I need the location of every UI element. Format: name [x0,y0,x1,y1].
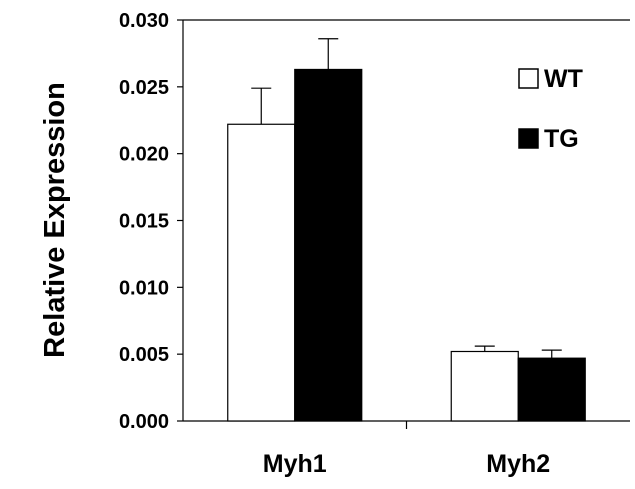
y-tick-label: 0.030 [119,10,169,32]
bar-wt-myh1 [227,123,296,422]
y-tick-label: 0.015 [119,211,169,233]
y-tick-label: 0.020 [119,144,169,166]
bar-tg-myh1 [294,68,363,422]
error-bars [251,38,562,359]
y-tick-label: 0.005 [119,344,169,366]
x-category-labels: Myh1 Myh2 [263,450,550,478]
x-category-label: Myh2 [486,450,550,478]
bar-wt-myh2 [450,350,519,422]
legend-label-tg: TG [544,125,579,153]
y-tick-labels: 0.000 0.005 0.010 0.015 0.020 0.025 0.030 [119,10,169,433]
x-category-label: Myh1 [263,450,327,478]
legend-swatch-wt [518,68,539,89]
y-tick-label: 0.025 [119,77,169,99]
bar-tg-myh2 [517,357,586,422]
bars [227,68,586,422]
y-axis-title: Relative Expression [39,82,71,358]
legend-swatch-tg [518,128,539,149]
legend: WT TG [518,65,583,153]
y-tick-label: 0.010 [119,277,169,299]
legend-label-wt: WT [544,65,583,93]
y-tick-label: 0.000 [119,411,169,433]
